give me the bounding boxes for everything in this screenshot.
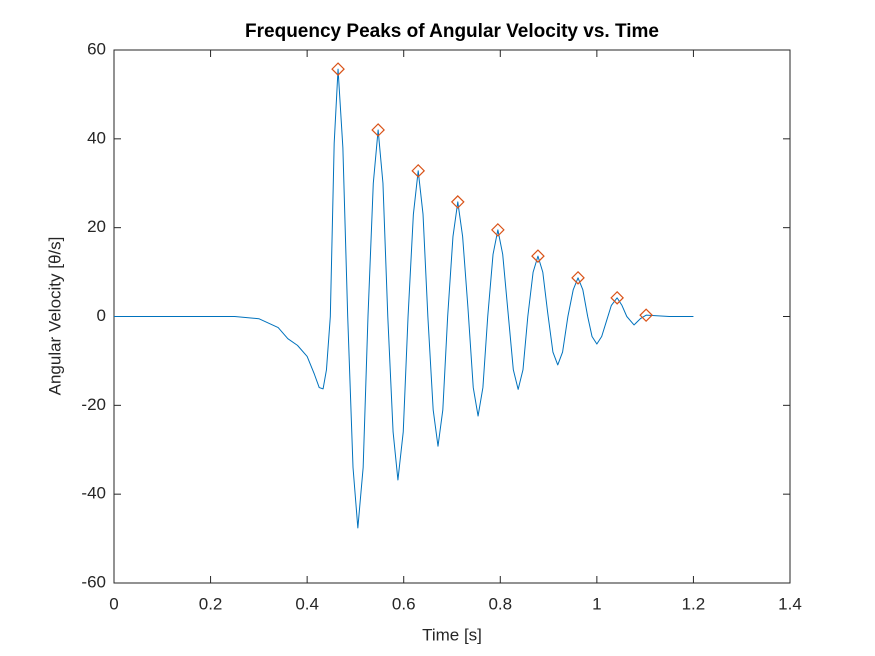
x-tick-label: 0.6 [392,594,416,613]
peak-marker [531,249,545,263]
data-line [114,68,694,529]
y-tick-label: -60 [81,572,106,591]
x-tick-label: 1 [592,594,601,613]
x-tick-label: 0.2 [199,594,223,613]
chart-title: Frequency Peaks of Angular Velocity vs. … [245,21,659,42]
peak-marker [411,163,426,178]
y-tick-label: 20 [87,217,106,236]
x-axis-label: Time [s] [422,625,482,644]
y-tick-label: -40 [81,484,106,503]
peak-marker [571,271,585,285]
peak-marker [491,223,505,237]
y-axis-label: Angular Velocity [θ/s] [45,237,64,396]
y-tick-label: 60 [87,39,106,58]
x-tick-label: 1.2 [682,594,706,613]
x-tick-label: 0 [109,594,118,613]
peak-marker [371,123,385,137]
x-tick-label: 0.4 [295,594,319,613]
y-tick-label: -20 [81,395,106,414]
peak-marker [610,290,624,305]
y-tick-label: 40 [87,128,106,147]
peak-marker [639,308,653,323]
peak-marker [450,195,465,209]
x-tick-label: 0.8 [488,594,512,613]
x-tick-label: 1.4 [778,594,802,613]
peak-marker [331,62,345,76]
y-tick-label: 0 [97,306,106,325]
